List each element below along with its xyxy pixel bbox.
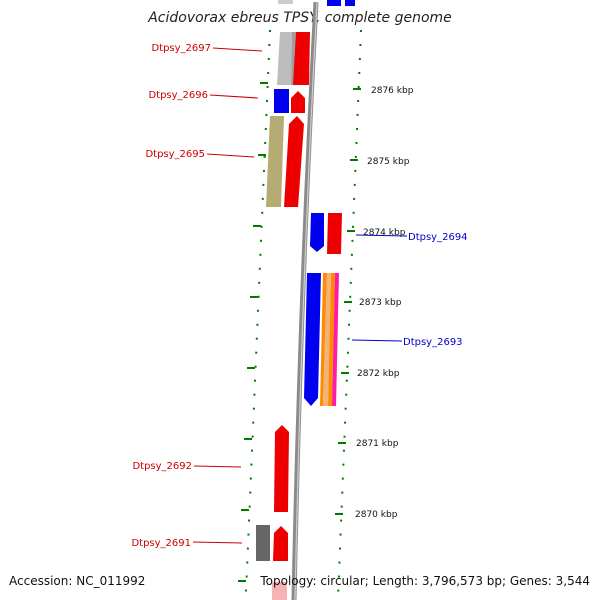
kbp-label: 2874 kbp <box>363 228 406 238</box>
gene-2691-red <box>273 526 288 561</box>
gene-2693-blue <box>304 273 321 406</box>
kbp-label: 2870 kbp <box>355 510 398 520</box>
gene-2697-red <box>293 32 310 85</box>
connector-2697 <box>212 47 263 52</box>
left-dotted-ruler <box>245 29 271 593</box>
connector-2692 <box>193 465 242 468</box>
gene-top-blue <box>345 0 355 6</box>
gene-2696-blue <box>274 89 289 113</box>
gene-label-2694: Dtpsy_2694 <box>408 232 468 243</box>
genome-backbone <box>291 1 319 600</box>
gene-label-2695: Dtpsy_2695 <box>145 149 205 160</box>
gene-top-grey <box>278 0 293 4</box>
gene-top-blue <box>327 0 341 6</box>
kbp-label: 2872 kbp <box>357 369 400 379</box>
gene-2693-peach <box>323 273 331 406</box>
connector-2691 <box>192 541 243 544</box>
gene-2692-red <box>274 425 289 512</box>
gene-2693-orange <box>320 273 327 406</box>
label-connectors <box>192 47 408 544</box>
left-major-ticks <box>238 82 268 582</box>
gene-label-2696: Dtpsy_2696 <box>148 90 208 101</box>
kbp-label: 2871 kbp <box>356 439 399 449</box>
gene-2691-dark-grey <box>256 525 270 561</box>
gene-2695-olive <box>266 116 284 207</box>
gene-2695-red <box>284 116 304 207</box>
connector-2694 <box>355 234 408 237</box>
kbp-label: 2873 kbp <box>359 298 402 308</box>
accession-text: Accession: NC_011992 <box>9 574 146 588</box>
kbp-labels: 2876 kbp 2875 kbp 2874 kbp 2873 kbp 2872… <box>355 86 414 520</box>
gene-label-2692: Dtpsy_2692 <box>132 461 192 472</box>
gene-labels: Dtpsy_2697 Dtpsy_2696 Dtpsy_2695 Dtpsy_2… <box>131 43 467 549</box>
connector-2695 <box>206 153 255 158</box>
gene-bottom-pink <box>272 582 287 600</box>
gene-label-2693: Dtpsy_2693 <box>403 337 463 348</box>
gene-label-2691: Dtpsy_2691 <box>131 538 191 549</box>
gene-2694-red <box>327 213 342 254</box>
connector-2696 <box>209 94 259 99</box>
kbp-label: 2875 kbp <box>367 157 410 167</box>
connector-2693 <box>351 339 403 342</box>
topology-text: Topology: circular; Length: 3,796,573 bp… <box>260 574 590 588</box>
gene-2697-grey <box>291 32 296 85</box>
gene-2693-magenta <box>332 273 339 406</box>
gene-label-2697: Dtpsy_2697 <box>151 43 211 54</box>
map-title: Acidovorax ebreus TPSY, complete genome <box>148 10 452 26</box>
gene-2694-blue <box>310 213 324 252</box>
gene-2696-red <box>291 91 305 113</box>
backbone-highlight <box>294 1 318 600</box>
right-major-ticks <box>335 88 361 515</box>
gene-2693-orange <box>328 273 335 406</box>
kbp-label: 2876 kbp <box>371 86 414 96</box>
gene-2697-grey <box>277 32 292 85</box>
